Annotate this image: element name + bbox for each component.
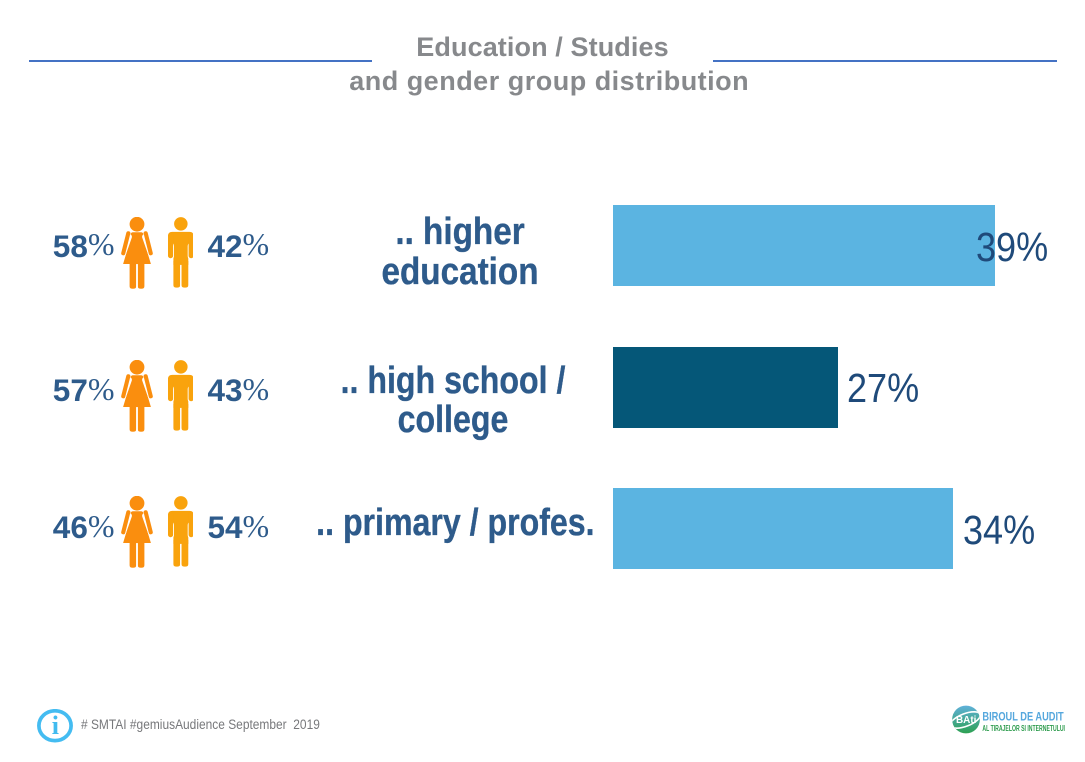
- svg-text:BIROUL DE AUDIT: BIROUL DE AUDIT: [982, 711, 1064, 724]
- svg-text:i: i: [52, 712, 59, 741]
- svg-text:BAti: BAti: [956, 715, 977, 726]
- svg-text:AL TIRAJELOR SI INTERNETULUI: AL TIRAJELOR SI INTERNETULUI: [982, 723, 1065, 733]
